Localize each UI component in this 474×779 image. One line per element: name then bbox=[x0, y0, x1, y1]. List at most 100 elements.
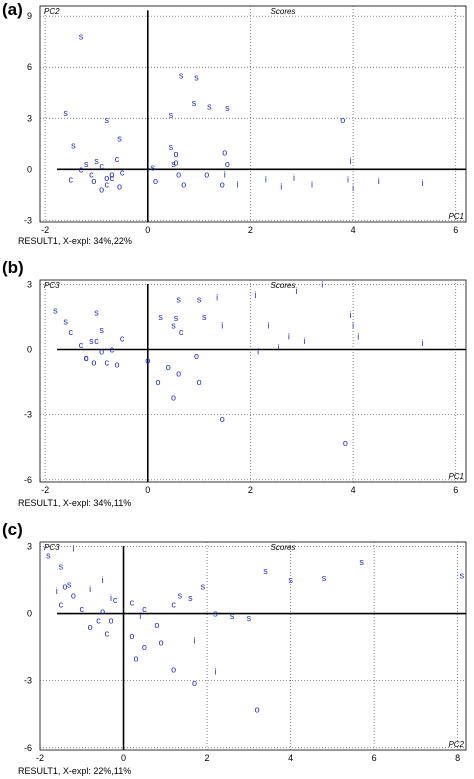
scatter-point-i: i bbox=[352, 321, 354, 331]
result-caption: RESULT1, X-expl: 34%,22% bbox=[18, 236, 132, 246]
panel-a: (a) -2 0 2 4 6 -3 0 3 6 9 PC2 PC1 Scores s s s s s s s s s s s s… bbox=[0, 0, 474, 260]
y-tick-label: -6 bbox=[24, 475, 32, 485]
x-tick-label: 2 bbox=[205, 753, 210, 763]
scatter-point-o: o bbox=[104, 173, 109, 183]
scatter-point-s: s bbox=[59, 562, 64, 572]
scatter-point-s: s bbox=[117, 134, 122, 144]
scatter-point-s: s bbox=[169, 142, 174, 152]
scatter-point-i: i bbox=[102, 575, 104, 585]
scatter-point-i: i bbox=[280, 181, 282, 191]
scatter-point-s: s bbox=[169, 110, 174, 120]
scatter-point-c: c bbox=[142, 604, 147, 614]
scatter-point-c: c bbox=[104, 180, 109, 190]
scatter-point-c: c bbox=[69, 174, 74, 184]
scatter-point-o: o bbox=[204, 169, 209, 179]
y-axis-label: PC3 bbox=[44, 281, 60, 290]
scatter-point-i: i bbox=[56, 586, 58, 596]
scatter-point-o: o bbox=[153, 176, 158, 186]
x-tick-label: 6 bbox=[453, 485, 458, 495]
scatter-point-s: s bbox=[359, 557, 364, 567]
scatter-point-o: o bbox=[129, 631, 134, 641]
x-tick-label: 0 bbox=[145, 485, 150, 495]
y-axis-label: PC3 bbox=[44, 543, 60, 552]
x-tick-label: 6 bbox=[372, 753, 377, 763]
scatter-point-i: i bbox=[378, 176, 380, 186]
scatter-point-s: s bbox=[104, 115, 109, 125]
scatter-point-c: c bbox=[84, 353, 89, 363]
plot-frame bbox=[39, 541, 467, 751]
x-tick-label: 2 bbox=[248, 485, 253, 495]
scatter-point-i: i bbox=[139, 611, 141, 621]
x-axis-label: PC2 bbox=[448, 740, 464, 749]
scatter-point-o: o bbox=[109, 169, 114, 179]
plot-frame bbox=[39, 5, 467, 223]
plot-frame bbox=[39, 279, 467, 483]
scatter-point-s: s bbox=[192, 98, 197, 108]
scatter-point-o: o bbox=[197, 377, 202, 387]
scatter-point-s: s bbox=[178, 591, 183, 601]
scatter-point-c: c bbox=[120, 168, 125, 178]
panel-label: (a) bbox=[2, 0, 23, 19]
scatter-point-s: s bbox=[71, 140, 76, 150]
result-caption: RESULT1, X-expl: 34%,11% bbox=[18, 498, 132, 508]
scatter-point-c: c bbox=[105, 629, 110, 639]
panel-label: (c) bbox=[2, 520, 23, 539]
scatter-point-i: i bbox=[257, 347, 259, 357]
scatter-point-i: i bbox=[216, 292, 218, 302]
x-tick-label: -2 bbox=[41, 225, 49, 235]
scatter-point-c: c bbox=[171, 600, 176, 610]
scatter-point-i: i bbox=[303, 336, 305, 346]
scatter-point-i: i bbox=[265, 174, 267, 184]
scatter-point-o: o bbox=[63, 582, 68, 592]
scatter-point-o: o bbox=[194, 351, 199, 361]
scatter-point-o: o bbox=[174, 157, 179, 167]
scatter-point-o: o bbox=[84, 353, 89, 363]
scatter-point-c: c bbox=[120, 334, 125, 344]
scatter-point-s: s bbox=[188, 593, 193, 603]
scatter-point-s: s bbox=[89, 336, 94, 346]
scatter-point-i: i bbox=[237, 180, 239, 190]
scatter-point-s: s bbox=[94, 156, 99, 166]
scatter-point-o: o bbox=[340, 115, 345, 125]
scatter-point-i: i bbox=[296, 286, 298, 296]
scatter-point-c: c bbox=[104, 358, 109, 368]
scatter-point-o: o bbox=[192, 678, 197, 688]
scatter-point-i: i bbox=[347, 174, 349, 184]
scatter-point-i: i bbox=[321, 279, 323, 289]
scatter-point-o: o bbox=[222, 147, 227, 157]
scatter-point-s: s bbox=[179, 71, 184, 81]
scatter-point-o: o bbox=[100, 606, 105, 616]
scatter-point-i: i bbox=[350, 310, 352, 320]
scatter-point-c: c bbox=[113, 595, 118, 605]
x-tick-label: 0 bbox=[121, 753, 126, 763]
scatter-point-i: i bbox=[89, 584, 91, 594]
y-tick-label: 0 bbox=[27, 609, 32, 619]
scatter-point-c: c bbox=[96, 615, 101, 625]
scatter-point-s: s bbox=[225, 103, 230, 113]
chart-title: Scores bbox=[271, 7, 296, 16]
y-tick-label: -3 bbox=[24, 215, 32, 225]
scatter-point-o: o bbox=[220, 414, 225, 424]
scatter-point-o: o bbox=[156, 377, 161, 387]
scatter-point-i: i bbox=[350, 156, 352, 166]
scatter-point-i: i bbox=[224, 169, 226, 179]
scatter-point-s: s bbox=[194, 72, 199, 82]
scatter-point-s: s bbox=[171, 159, 176, 169]
scatter-point-o: o bbox=[71, 591, 76, 601]
scatter-point-c: c bbox=[59, 600, 64, 610]
scatter-point-o: o bbox=[154, 620, 159, 630]
chart-title: Scores bbox=[271, 281, 296, 290]
y-axis-label: PC2 bbox=[44, 7, 60, 16]
result-caption: RESULT1, X-expl: 22%,11% bbox=[18, 766, 132, 776]
x-tick-label: 8 bbox=[455, 753, 460, 763]
scatter-point-i: i bbox=[293, 173, 295, 183]
scatter-point-o: o bbox=[114, 360, 119, 370]
scatter-point-c: c bbox=[79, 340, 84, 350]
scatter-point-s: s bbox=[151, 163, 156, 173]
x-axis-label: PC1 bbox=[448, 212, 464, 221]
y-tick-label: 3 bbox=[27, 279, 32, 289]
x-tick-label: 0 bbox=[145, 225, 150, 235]
y-tick-label: 0 bbox=[27, 345, 32, 355]
scatter-point-i: i bbox=[311, 180, 313, 190]
scatter-point-s: s bbox=[197, 295, 202, 305]
